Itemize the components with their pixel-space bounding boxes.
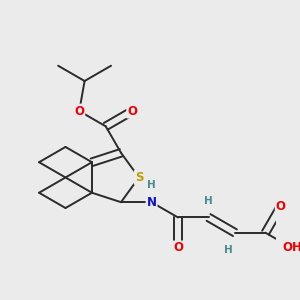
Text: O: O [74, 105, 84, 118]
Text: OH: OH [282, 242, 300, 254]
Text: H: H [224, 244, 233, 254]
Text: O: O [276, 200, 286, 213]
Text: S: S [135, 171, 143, 184]
Text: H: H [204, 196, 213, 206]
Text: N: N [146, 196, 157, 209]
Text: O: O [127, 105, 137, 118]
Text: H: H [147, 180, 156, 190]
Text: O: O [173, 242, 183, 254]
